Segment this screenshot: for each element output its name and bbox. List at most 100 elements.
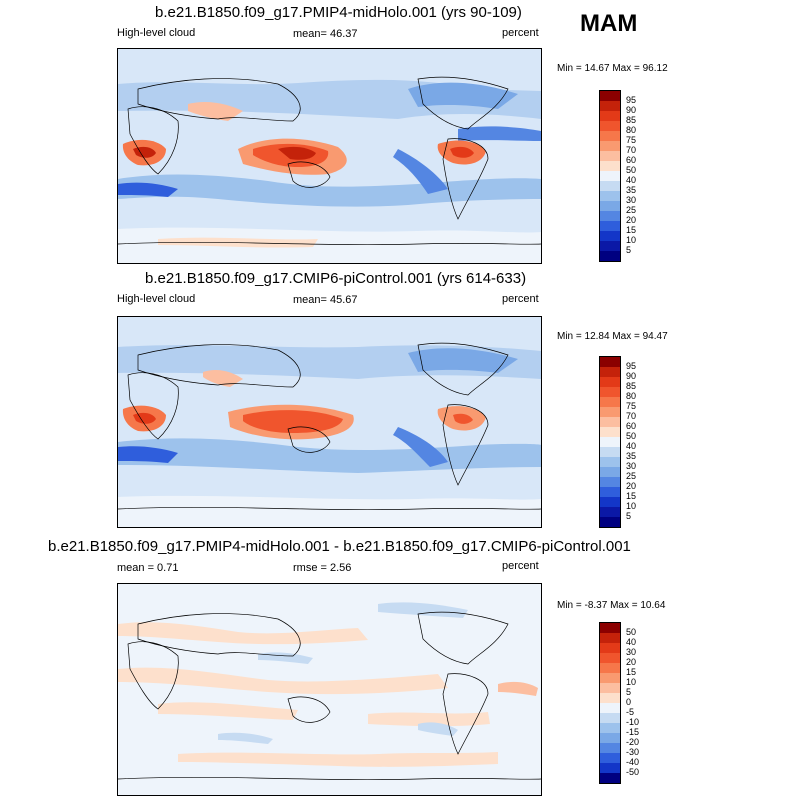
colorbar-tick-label: 5 — [626, 511, 632, 521]
colorbar-tick-label: 40 — [626, 441, 637, 451]
colorbar-swatch — [600, 743, 620, 753]
colorbar-swatch — [600, 733, 620, 743]
colorbar-tick-label: 15 — [626, 225, 637, 235]
panel1-mean-label: mean= 46.37 — [293, 28, 358, 40]
panel2-variable-label: High-level cloud — [117, 293, 196, 305]
colorbar-swatch — [600, 407, 620, 417]
panel3-units-label: percent — [502, 560, 539, 572]
colorbar-swatch — [600, 161, 620, 171]
colorbar-tick-label: 5 — [626, 245, 632, 255]
colorbar-tick-label: 20 — [626, 215, 637, 225]
colorbar-swatch — [600, 427, 620, 437]
panel2-mean-label: mean= 45.67 — [293, 294, 358, 306]
colorbar-tick-label: 20 — [626, 657, 637, 667]
colorbar-tick-label: 10 — [626, 501, 637, 511]
colorbar-swatch — [600, 151, 620, 161]
colorbar-swatch — [600, 211, 620, 221]
colorbar-tick-label: 15 — [626, 667, 637, 677]
colorbar-swatch — [600, 623, 620, 633]
panel2-title: b.e21.B1850.f09_g17.CMIP6-piControl.001 … — [145, 270, 527, 287]
colorbar-swatch — [600, 447, 620, 457]
colorbar-swatch — [600, 201, 620, 211]
colorbar-swatch — [600, 171, 620, 181]
colorbar-swatch — [600, 487, 620, 497]
colorbar-tick-label: 90 — [626, 371, 637, 381]
colorbar-swatch — [600, 723, 620, 733]
colorbar-tick-label: -10 — [626, 717, 640, 727]
colorbar-swatch — [600, 673, 620, 683]
colorbar-tick-label: 90 — [626, 105, 637, 115]
colorbar-swatch — [600, 357, 620, 367]
colorbar-tick-label: 80 — [626, 125, 637, 135]
panel1-variable-label: High-level cloud — [117, 27, 196, 39]
colorbar-tick-label: 30 — [626, 461, 637, 471]
colorbar-tick-label: 35 — [626, 185, 637, 195]
colorbar-swatch — [600, 397, 620, 407]
colorbar-tick-label: 70 — [626, 145, 637, 155]
colorbar-swatch — [600, 181, 620, 191]
colorbar-swatch — [600, 377, 620, 387]
panel1-title: b.e21.B1850.f09_g17.PMIP4-midHolo.001 (y… — [155, 4, 522, 21]
colorbar-tick-label: 60 — [626, 421, 637, 431]
colorbar-swatch — [600, 241, 620, 251]
colorbar-swatch — [600, 251, 620, 261]
panel2-minmax-label: Min = 12.84 Max = 94.47 — [557, 331, 668, 342]
colorbar-swatch — [600, 191, 620, 201]
colorbar-tick-label: -30 — [626, 747, 640, 757]
colorbar-swatch — [600, 121, 620, 131]
colorbar-swatch — [600, 467, 620, 477]
colorbar-swatch — [600, 703, 620, 713]
colorbar-swatch — [600, 437, 620, 447]
colorbar-tick-label: 10 — [626, 235, 637, 245]
colorbar-tick-label: 40 — [626, 637, 637, 647]
colorbar-swatch — [600, 663, 620, 673]
colorbar-tick-label: 40 — [626, 175, 637, 185]
colorbar-tick-label: -15 — [626, 727, 640, 737]
colorbar-tick-label: 30 — [626, 647, 637, 657]
panel2-colorbar — [599, 356, 621, 528]
colorbar-tick-label: 80 — [626, 391, 637, 401]
colorbar-swatch — [600, 517, 620, 527]
colorbar-swatch — [600, 753, 620, 763]
colorbar-tick-label: 15 — [626, 491, 637, 501]
colorbar-tick-label: 95 — [626, 95, 637, 105]
colorbar-tick-label: 25 — [626, 471, 637, 481]
colorbar-tick-label: 30 — [626, 195, 637, 205]
colorbar-tick-label: -40 — [626, 757, 640, 767]
panel1-units-label: percent — [502, 27, 539, 39]
season-label: MAM — [580, 10, 638, 37]
colorbar-swatch — [600, 367, 620, 377]
colorbar-swatch — [600, 457, 620, 467]
colorbar-tick-label: 85 — [626, 115, 637, 125]
colorbar-tick-label: -5 — [626, 707, 635, 717]
colorbar-swatch — [600, 643, 620, 653]
colorbar-swatch — [600, 417, 620, 427]
colorbar-tick-label: 25 — [626, 205, 637, 215]
colorbar-swatch — [600, 763, 620, 773]
colorbar-swatch — [600, 221, 620, 231]
colorbar-swatch — [600, 693, 620, 703]
panel1-colorbar — [599, 90, 621, 262]
colorbar-swatch — [600, 477, 620, 487]
colorbar-tick-label: 60 — [626, 155, 637, 165]
panel2-units-label: percent — [502, 293, 539, 305]
colorbar-tick-label: 75 — [626, 401, 637, 411]
colorbar-tick-label: 35 — [626, 451, 637, 461]
panel3-colorbar — [599, 622, 621, 784]
panel2-map — [117, 316, 542, 528]
colorbar-swatch — [600, 507, 620, 517]
colorbar-tick-label: 50 — [626, 431, 637, 441]
colorbar-swatch — [600, 131, 620, 141]
colorbar-swatch — [600, 633, 620, 643]
colorbar-swatch — [600, 683, 620, 693]
colorbar-swatch — [600, 387, 620, 397]
panel1-map — [117, 48, 542, 264]
colorbar-swatch — [600, 713, 620, 723]
panel3-mean-label: mean = 0.71 — [117, 562, 179, 574]
panel3-map — [117, 583, 542, 796]
colorbar-swatch — [600, 497, 620, 507]
panel3-rmse-label: rmse = 2.56 — [293, 562, 352, 574]
colorbar-swatch — [600, 111, 620, 121]
colorbar-tick-label: 10 — [626, 677, 637, 687]
colorbar-tick-label: 50 — [626, 165, 637, 175]
